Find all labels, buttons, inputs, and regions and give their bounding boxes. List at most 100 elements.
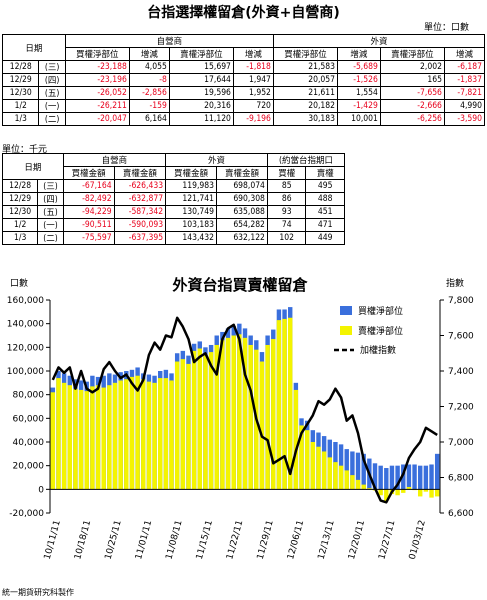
call-bar: [418, 465, 423, 490]
row-weekday: (一): [37, 218, 64, 232]
foreign-options-chart: 外資台指買賣權留倉 口數 指數 -20,000 0 20,000 40,000 60,000 8…: [0, 268, 487, 586]
table-cell: 165: [379, 73, 445, 87]
right-tick-label: 7,200: [448, 403, 474, 413]
row-date: 1/3: [1, 231, 39, 245]
put-bar: [208, 352, 214, 490]
table-cell: -2,856: [128, 86, 170, 100]
table-cell: -9,196: [232, 112, 274, 126]
table-cell: -590,093: [113, 218, 167, 232]
left-tick-label: 140,000: [7, 320, 44, 330]
table-cell: 20,057: [272, 73, 339, 87]
call-bar: [384, 468, 389, 490]
table-cell: -23,188: [64, 60, 130, 74]
table1-foreign-header: 外資: [272, 34, 486, 48]
table-cell: -587,342: [113, 205, 167, 219]
table-cell: 17,644: [168, 73, 234, 87]
row-weekday: (三): [37, 179, 64, 193]
table-cell: -626,433: [113, 179, 167, 193]
table-cell: 19,596: [168, 86, 234, 100]
put-bar: [112, 382, 118, 490]
call-bar: [429, 464, 434, 490]
table-cell: 1,947: [232, 73, 274, 87]
put-bar: [350, 475, 355, 490]
index-line: [51, 316, 438, 504]
put-bar: [101, 387, 106, 490]
row-date: 12/29: [1, 73, 40, 87]
row-weekday: (五): [37, 205, 64, 219]
put-bar: [327, 457, 332, 490]
left-tick-label: 100,000: [7, 367, 44, 377]
column-header: 增減: [128, 47, 170, 61]
table-cell: 1,952: [232, 86, 274, 100]
put-bar: [56, 378, 61, 490]
put-bar: [299, 425, 304, 490]
table-cell: -6,187: [443, 60, 486, 74]
table-cell: 449: [305, 231, 345, 245]
amounts-table: 日期 自營商 外資 (約當台指期口 買權金額 賣權金額 買權金額 賣權金額 買權 賣權 1…: [1, 153, 346, 245]
call-bar: [355, 452, 361, 490]
table-cell: 495: [305, 179, 345, 193]
column-header: 賣權: [305, 166, 345, 180]
put-bar: [67, 385, 72, 490]
table-row: 12/28 (三) -67,164 -626,433 119,983 698,074 85 4…: [1, 179, 345, 193]
table-cell: -8: [128, 73, 170, 87]
put-bar: [276, 320, 282, 490]
row-date: 1/2: [1, 218, 39, 232]
table-cell: 690,308: [216, 192, 268, 206]
call-bar: [350, 451, 355, 490]
put-bar: [418, 489, 423, 497]
put-bar: [242, 337, 248, 490]
right-tick-label: 6,600: [448, 509, 474, 519]
table-cell: 632,122: [216, 231, 268, 245]
table-cell: 471: [305, 218, 345, 232]
call-bar: [372, 463, 378, 490]
right-axis-label: 指數: [446, 277, 464, 289]
put-bar: [248, 344, 253, 490]
table-cell: -3,590: [443, 112, 486, 126]
table-cell: 635,088: [216, 205, 268, 219]
row-date: 12/29: [1, 192, 39, 206]
put-bar: [401, 489, 406, 493]
table-cell: 21,583: [272, 60, 339, 74]
put-bar: [271, 339, 276, 490]
call-bar: [378, 465, 383, 490]
put-bar: [237, 334, 242, 490]
left-axis-label: 口數: [10, 277, 28, 289]
put-bar: [84, 391, 89, 490]
put-bar: [304, 430, 310, 490]
row-weekday: (四): [37, 192, 64, 206]
table-cell: 121,741: [165, 192, 217, 206]
table-cell: -5,689: [337, 60, 381, 74]
put-bar: [333, 462, 338, 490]
legend-swatch-put: [340, 326, 352, 335]
table-cell: 93: [266, 205, 307, 219]
table-cell: -1,526: [337, 73, 381, 87]
table-cell: -637,395: [113, 231, 167, 245]
put-bar: [61, 382, 67, 490]
column-header: 賣權金額: [113, 166, 167, 180]
column-header: 增減: [443, 47, 486, 61]
table-row: 1/2 (一) -26,211 -159 20,316 720 20,182 -1,429 -2…: [1, 99, 486, 113]
column-header: 買權淨部位: [64, 47, 130, 61]
table-cell: 15,697: [168, 60, 234, 74]
call-bar: [423, 465, 429, 490]
call-bar: [389, 465, 395, 490]
put-bar: [378, 489, 383, 496]
column-header: 賣權金額: [216, 166, 268, 180]
legend-label-index: 加權指數: [360, 344, 396, 356]
call-bar: [412, 464, 417, 490]
table2-unit: 單位：千元: [2, 145, 48, 155]
table-row: 1/2 (一) -90,511 -590,093 103,183 654,282 74 471: [1, 218, 345, 232]
put-bar: [361, 484, 366, 490]
table-cell: 6,164: [128, 112, 170, 126]
table1-dealer-header: 自營商: [64, 34, 274, 48]
put-bar: [429, 489, 434, 498]
table-row: 12/30 (五) -94,229 -587,342 130,749 635,088 93 4…: [1, 205, 345, 219]
put-bar: [152, 382, 157, 490]
put-bar: [191, 350, 197, 490]
put-bar: [50, 392, 56, 490]
table-cell: 103,183: [165, 218, 217, 232]
table-cell: -94,229: [62, 205, 115, 219]
positions-table: 日期 自營商 外資 買權淨部位 增減 賣權淨部位 增減 買權淨部位 增減 賣權淨部位 增減 1…: [1, 34, 486, 126]
